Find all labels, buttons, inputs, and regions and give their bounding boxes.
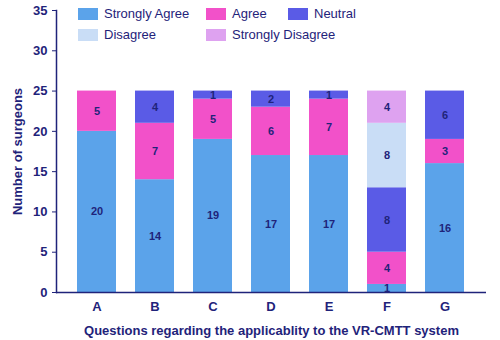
svg-text:A: A [92,299,102,314]
svg-text:7: 7 [152,145,158,157]
svg-text:G: G [440,299,450,314]
svg-text:15: 15 [33,164,47,179]
svg-text:4: 4 [152,101,159,113]
svg-text:Number of surgeons: Number of surgeons [10,88,25,215]
svg-text:17: 17 [323,218,335,230]
svg-text:16: 16 [439,222,451,234]
svg-text:6: 6 [268,125,274,137]
svg-text:Questions regarding the applic: Questions regarding the applicablity to … [84,323,459,338]
svg-text:0: 0 [40,285,47,300]
svg-text:4: 4 [384,262,391,274]
svg-text:35: 35 [33,3,47,18]
svg-text:F: F [383,299,391,314]
html-text:Disagree: Disagree [104,27,156,42]
svg-text:8: 8 [384,149,390,161]
svg-text:D: D [266,299,275,314]
svg-text:6: 6 [442,109,448,121]
svg-text:B: B [150,299,159,314]
svg-text:19: 19 [207,209,219,221]
html-text:Strongly Disagree: Strongly Disagree [232,27,336,42]
svg-text:1: 1 [326,89,332,101]
html-text:Agree: Agree [232,6,267,21]
svg-text:4: 4 [384,101,391,113]
svg-text:10: 10 [33,204,47,219]
svg-text:C: C [208,299,218,314]
svg-text:7: 7 [326,121,332,133]
html-text:Strongly Agree: Strongly Agree [104,6,190,21]
svg-text:2: 2 [268,93,274,105]
svg-text:14: 14 [149,230,162,242]
svg-text:25: 25 [33,83,47,98]
svg-text:1: 1 [210,89,216,101]
html-text:Neutral: Neutral [314,6,356,21]
svg-text:20: 20 [33,124,47,139]
svg-text:5: 5 [94,105,100,117]
svg-text:30: 30 [33,43,47,58]
svg-text:3: 3 [442,145,448,157]
svg-text:8: 8 [384,214,390,226]
svg-text:E: E [325,299,334,314]
svg-text:1: 1 [383,282,391,294]
svg-text:5: 5 [210,113,216,125]
svg-text:20: 20 [91,205,103,217]
svg-text:5: 5 [40,244,47,259]
svg-text:17: 17 [265,218,277,230]
